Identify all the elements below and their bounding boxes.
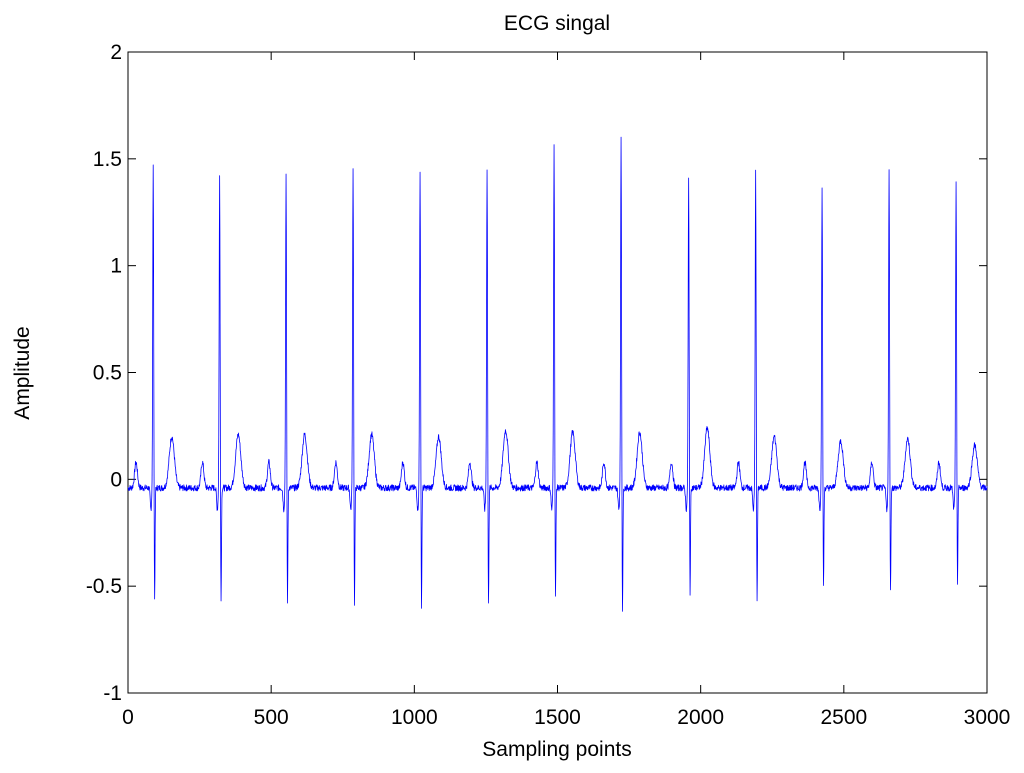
- y-axis-label: Amplitude: [11, 326, 34, 419]
- y-tick-label: 1: [110, 255, 122, 278]
- x-tick-label: 2000: [677, 706, 724, 729]
- x-tick-label: 500: [254, 706, 289, 729]
- x-tick-label: 2500: [820, 706, 867, 729]
- x-tick-label: 0: [122, 706, 134, 729]
- plot-area: [127, 51, 988, 694]
- y-tick-label: 1.5: [93, 148, 122, 171]
- x-tick-label: 3000: [964, 706, 1011, 729]
- y-tick-label: 0: [110, 468, 122, 491]
- axis-ticks: [127, 51, 988, 694]
- x-axis-label: Sampling points: [482, 738, 631, 761]
- axis-tick-labels: 0 500 1000 1500 2000 2500 3000 -1 -0.5 0 0.5 1 1.5 2: [86, 41, 1011, 729]
- x-tick-label: 1500: [534, 706, 581, 729]
- ecg-series-line: [127, 136, 988, 612]
- y-tick-label: -1: [103, 682, 122, 705]
- y-tick-label: -0.5: [86, 575, 122, 598]
- y-tick-label: 2: [110, 41, 122, 64]
- y-tick-label: 0.5: [93, 362, 122, 385]
- chart-title: ECG singal: [504, 12, 610, 35]
- x-tick-label: 1000: [391, 706, 438, 729]
